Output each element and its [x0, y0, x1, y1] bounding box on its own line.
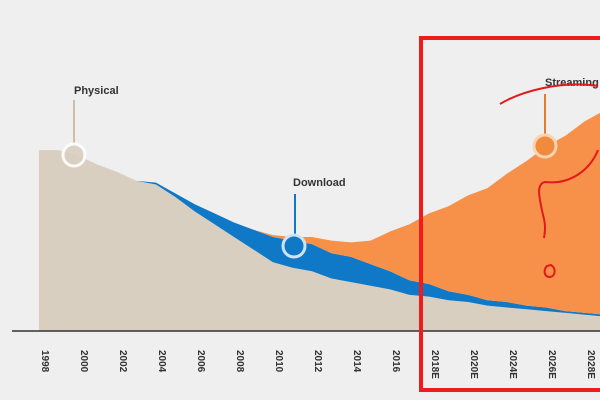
area [39, 150, 600, 331]
annotation-scribble [499, 83, 599, 105]
x-tick-label: 2002 [117, 350, 128, 373]
annotation: Download [293, 177, 346, 189]
x-tick-label: 2028E [585, 350, 596, 379]
areas [39, 112, 600, 331]
x-tick-label: 2020E [468, 350, 479, 379]
x-tick-label: 2014 [351, 350, 362, 373]
x-tick-label: 2016 [390, 350, 401, 373]
x-axis: 1998 2000 2002 2004 2006 2008 2010 2012 2014 2016… [39, 350, 596, 379]
x-tick-label: 2008 [234, 350, 245, 373]
annotation-scribble [538, 149, 599, 239]
annotation-scribble [543, 263, 556, 279]
x-tick-label: 2000 [78, 350, 89, 373]
callout-marker [61, 142, 87, 168]
x-tick-label: 2010 [273, 350, 284, 373]
area [39, 112, 600, 315]
annotation: Physical [74, 85, 119, 97]
callout-marker [532, 133, 558, 159]
highlight-box [419, 36, 600, 392]
x-tick-label: 1998 [39, 350, 50, 373]
x-tick-label: 2012 [312, 350, 323, 373]
x-tick-label: 2024E [507, 350, 518, 379]
x-tick-label: 2026E [546, 350, 557, 379]
x-tick-label: 2006 [195, 350, 206, 373]
x-tick-label: 2004 [156, 350, 167, 373]
x-tick-label: 2018E [429, 350, 440, 379]
callout-marker [281, 233, 307, 259]
